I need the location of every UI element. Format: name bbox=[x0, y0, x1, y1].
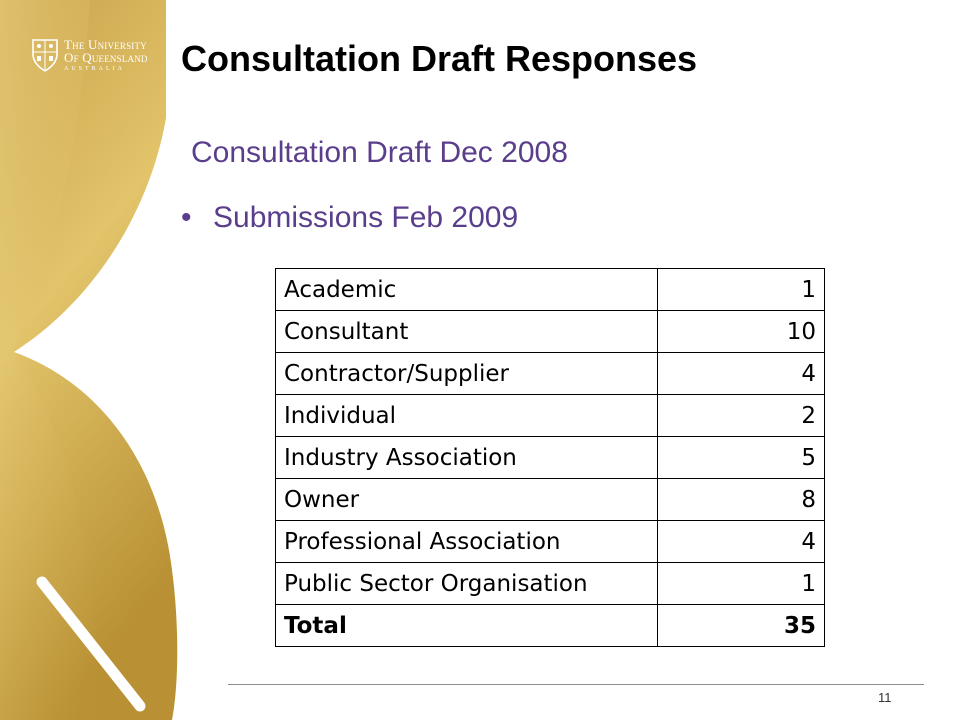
category-cell: Industry Association bbox=[275, 436, 658, 479]
logo-line-1: The University bbox=[64, 37, 147, 52]
category-cell: Individual bbox=[275, 394, 658, 437]
category-cell: Professional Association bbox=[275, 520, 658, 563]
count-cell: 4 bbox=[657, 520, 825, 563]
bullet-text: Submissions Feb 2009 bbox=[213, 201, 519, 234]
slide-subtitle: Consultation Draft Dec 2008 bbox=[191, 136, 568, 169]
table-row: Academic 1 bbox=[275, 268, 825, 311]
count-cell: 5 bbox=[657, 436, 825, 479]
table-row: Industry Association 5 bbox=[275, 436, 825, 479]
count-cell: 1 bbox=[657, 562, 825, 605]
bullet-icon: • bbox=[181, 201, 192, 234]
slide-title: Consultation Draft Responses bbox=[181, 38, 698, 79]
logo-line-2: Of Queensland bbox=[64, 50, 148, 65]
logo-wordmark: The University Of Queensland AUSTRALIA bbox=[64, 38, 148, 74]
category-cell: Academic bbox=[275, 268, 658, 311]
count-cell: 8 bbox=[657, 478, 825, 521]
table-row: Individual 2 bbox=[275, 394, 825, 437]
total-label-cell: Total bbox=[275, 604, 658, 647]
count-cell: 10 bbox=[657, 310, 825, 353]
total-count-cell: 35 bbox=[657, 604, 825, 647]
table-row: Consultant 10 bbox=[275, 310, 825, 353]
university-logo: The University Of Queensland AUSTRALIA bbox=[30, 36, 160, 76]
count-cell: 1 bbox=[657, 268, 825, 311]
page-number: 11 bbox=[878, 690, 892, 705]
table-row: Contractor/Supplier 4 bbox=[275, 352, 825, 395]
count-cell: 4 bbox=[657, 352, 825, 395]
footer-divider bbox=[228, 684, 924, 685]
logo-line-3: AUSTRALIA bbox=[64, 66, 125, 72]
table-row: Owner 8 bbox=[275, 478, 825, 521]
category-cell: Consultant bbox=[275, 310, 658, 353]
count-cell: 2 bbox=[657, 394, 825, 437]
table-row: Public Sector Organisation 1 bbox=[275, 562, 825, 605]
crest-icon bbox=[32, 39, 58, 72]
total-row: Total 35 bbox=[275, 604, 825, 647]
category-cell: Contractor/Supplier bbox=[275, 352, 658, 395]
category-cell: Owner bbox=[275, 478, 658, 521]
category-cell: Public Sector Organisation bbox=[275, 562, 658, 605]
table-row: Professional Association 4 bbox=[275, 520, 825, 563]
submissions-table: Academic 1 Consultant 10 Contractor/Supp… bbox=[275, 268, 825, 647]
bullet-item: • Submissions Feb 2009 bbox=[181, 201, 518, 235]
